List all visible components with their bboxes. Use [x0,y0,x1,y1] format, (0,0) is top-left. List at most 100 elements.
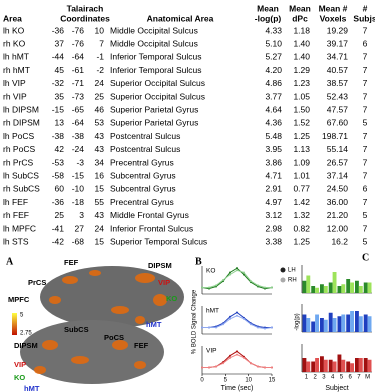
table-cell: 37.14 [327,170,349,180]
table-cell: Superior Occipital Sulcus [110,91,205,101]
table-cell: 0.77 [293,184,310,194]
timecourse-point [250,323,252,325]
table-cell: -65 [72,104,85,114]
table-cell: 5.10 [265,38,282,48]
brain-label: VIP [14,360,26,369]
table-cell: 46 [95,104,105,114]
table-cell: 67.60 [327,118,349,128]
table-cell: 4.97 [265,197,282,207]
table-cell: 1.09 [293,157,310,167]
brain-label: DIPSM [14,341,38,350]
timecourse-point [236,311,238,313]
table-cell: 52.43 [327,91,349,101]
header-cell: Coordinates [60,13,110,23]
timecourse-point [257,327,259,329]
table-cell: 6 [363,184,368,194]
table-cell: Superior Occipital Sulcus [110,78,205,88]
table-cell: 38.57 [327,78,349,88]
timecourse-point [229,274,231,276]
bar [341,360,345,372]
colorbar-label: 2.75 [20,331,32,337]
bar [355,281,359,293]
y-axis-label: -log(p) [295,313,301,330]
table-cell: -24 [72,144,85,154]
table-cell: 7 [363,65,368,75]
x-tick-label: 15 [269,378,276,384]
bar [315,288,319,293]
timecourse-point [243,271,245,273]
table-cell: 40.57 [327,65,349,75]
bar [315,358,319,372]
header-cell: Mean [257,3,279,13]
table-cell: 7 [363,197,368,207]
table-cell: 1.01 [293,170,310,180]
brain-label: KO [166,294,177,303]
x-axis-label: Subject [325,385,348,392]
panel-label: A [6,256,14,267]
panel-label: C [362,252,369,263]
bar [306,318,310,332]
table-cell: 15 [95,184,105,194]
table-cell: 5.48 [265,131,282,141]
table-cell: 6 [363,38,368,48]
timecourse-point [236,315,238,317]
x-tick-label: 2 [313,375,317,381]
bar [333,362,337,373]
timecourse-point [236,354,238,356]
table-cell: lh MPFC [3,223,36,233]
table-cell: 3.86 [265,157,282,167]
timecourse-point [236,350,238,352]
table-cell: 24.50 [327,184,349,194]
brain-label: KO [14,373,25,382]
colorbar-label: 5 [20,313,24,319]
bar [333,272,337,293]
table-cell: 34.71 [327,52,349,62]
brain-label: FEF [64,258,79,267]
y-axis-label: % BOLD Signal Change [192,289,198,354]
table-cell: 19.29 [327,25,349,35]
table-cell: lh KO [3,25,25,35]
bar [355,311,359,332]
x-tick-label: 1 [305,375,309,381]
table-cell: -44 [52,52,65,62]
table-cell: -10 [72,184,85,194]
legend-label: RH [288,278,297,284]
table-cell: 4.64 [265,104,282,114]
timecourse-point [264,328,266,330]
table-cell: 26.57 [327,157,349,167]
timecourse-point [264,287,266,289]
timecourse-point [222,279,224,281]
timecourse-point [229,355,231,357]
table-cell: Subcentral Gyrus [110,170,176,180]
table-cell: 1.50 [293,104,310,114]
table-cell: 43 [95,131,105,141]
brain-label: SubCS [64,325,89,334]
table-cell: 55 [95,197,105,207]
table-cell: -71 [72,78,85,88]
table-cell: 7 [363,223,368,233]
table-cell: Middle Occipital Sulcus [110,38,198,48]
header-cell: Subjs [353,13,375,23]
table-cell: 7 [363,144,368,154]
bar [324,286,328,293]
brain-label: hMT [146,320,162,329]
table-cell: -3 [76,157,84,167]
table-cell: Precentral Gyrus [110,197,174,207]
header-cell: -log(p) [255,13,282,23]
legend-marker [281,268,286,273]
table-cell: -15 [72,170,85,180]
table-cell: Subcentral Gyrus [110,184,176,194]
timecourse-point [208,287,210,289]
bar [303,315,307,333]
table-cell: Precentral Gyrus [110,157,174,167]
timecourse-point [208,367,210,369]
legend-marker [281,278,286,283]
x-tick-label: 7 [357,375,361,381]
header-cell: Mean # [319,3,348,13]
bar [350,283,354,294]
x-tick-label: 6 [348,375,352,381]
timecourse-point [236,269,238,271]
timecourse-point [257,284,259,286]
table-cell: 10 [95,25,105,35]
bar [329,313,333,332]
